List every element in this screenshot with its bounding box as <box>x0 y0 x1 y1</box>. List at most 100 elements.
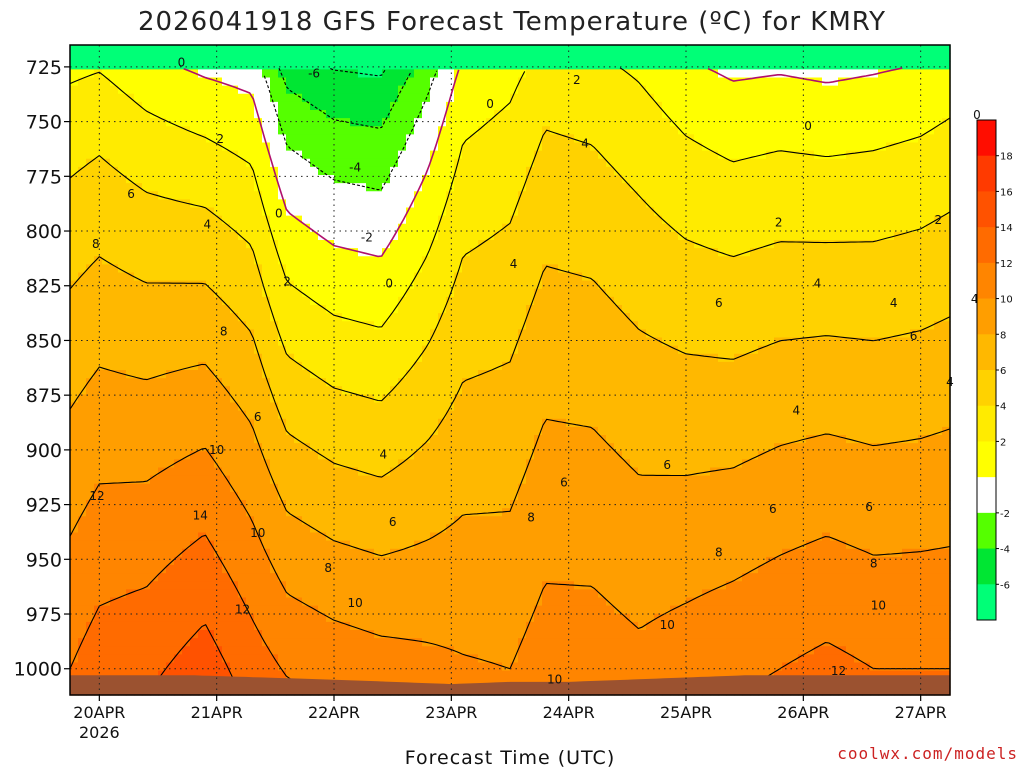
temperature-cell <box>358 53 367 62</box>
temperature-cell <box>510 540 519 550</box>
temperature-cell <box>478 475 487 485</box>
temperature-cell <box>406 597 415 607</box>
temperature-cell <box>238 126 247 135</box>
temperature-cell <box>334 630 343 639</box>
temperature-cell <box>318 654 327 664</box>
temperature-cell <box>326 248 335 257</box>
temperature-cell <box>190 516 199 525</box>
temperature-cell <box>254 621 263 631</box>
temperature-cell <box>366 597 375 607</box>
temperature-cell <box>238 613 247 623</box>
temperature-cell <box>390 475 399 485</box>
temperature-cell <box>542 532 551 542</box>
temperature-cell <box>158 215 167 225</box>
temperature-cell <box>198 183 207 192</box>
temperature-cell <box>558 118 567 127</box>
temperature-cell <box>398 337 407 347</box>
temperature-cell <box>278 654 287 664</box>
temperature-cell <box>222 426 231 436</box>
temperature-cell <box>430 548 439 558</box>
temperature-cell <box>230 223 239 233</box>
temperature-cell <box>382 565 391 574</box>
temperature-cell <box>214 45 223 54</box>
temperature-cell <box>422 264 431 274</box>
temperature-cell <box>230 353 239 363</box>
temperature-cell <box>374 110 383 119</box>
temperature-cell <box>558 670 567 680</box>
temperature-cell <box>350 589 359 599</box>
temperature-cell <box>294 69 303 79</box>
temperature-cell <box>134 581 143 590</box>
temperature-cell <box>206 305 215 314</box>
temperature-cell <box>510 532 519 542</box>
temperature-cell <box>358 118 367 127</box>
temperature-cell <box>110 548 119 558</box>
temperature-cell <box>230 386 239 395</box>
temperature-cell <box>366 524 375 534</box>
temperature-cell <box>70 175 79 184</box>
temperature-cell <box>94 483 103 493</box>
temperature-cell <box>254 426 263 436</box>
temperature-cell <box>166 386 175 395</box>
temperature-cell <box>430 77 439 87</box>
temperature-cell <box>286 199 295 209</box>
temperature-cell <box>390 605 399 615</box>
temperature-cell <box>158 483 167 493</box>
temperature-cell <box>518 394 527 404</box>
temperature-cell <box>262 166 271 176</box>
temperature-cell <box>198 459 207 469</box>
temperature-cell <box>86 426 95 436</box>
temperature-cell <box>190 337 199 347</box>
temperature-cell <box>350 630 359 639</box>
temperature-cell <box>366 77 375 87</box>
temperature-cell <box>478 85 487 95</box>
temperature-cell <box>326 183 335 192</box>
temperature-cell <box>182 524 191 534</box>
temperature-cell <box>470 491 479 501</box>
temperature-cell <box>406 264 415 274</box>
temperature-cell <box>118 321 127 330</box>
temperature-cell <box>526 215 535 225</box>
temperature-cell <box>366 101 375 111</box>
temperature-cell <box>414 183 423 192</box>
temperature-cell <box>166 256 175 265</box>
temperature-cell <box>334 199 343 209</box>
temperature-cell <box>382 361 391 371</box>
temperature-cell <box>310 670 319 680</box>
temperature-cell <box>382 240 391 249</box>
temperature-cell <box>430 483 439 493</box>
temperature-cell <box>438 85 447 95</box>
temperature-cell <box>422 110 431 119</box>
temperature-cell <box>494 435 503 444</box>
temperature-cell <box>382 467 391 477</box>
temperature-cell <box>134 126 143 135</box>
temperature-cell <box>382 45 391 54</box>
temperature-cell <box>150 418 159 428</box>
temperature-cell <box>262 654 271 664</box>
temperature-cell <box>398 240 407 249</box>
temperature-cell <box>334 565 343 574</box>
temperature-cell <box>534 451 543 460</box>
temperature-cell <box>478 516 487 525</box>
temperature-cell <box>286 280 295 290</box>
temperature-cell <box>198 313 207 322</box>
temperature-cell <box>278 394 287 404</box>
temperature-cell <box>422 45 431 54</box>
temperature-cell <box>134 264 143 274</box>
temperature-cell <box>342 77 351 87</box>
temperature-cell <box>262 589 271 599</box>
temperature-cell <box>174 508 183 517</box>
temperature-cell <box>502 256 511 265</box>
temperature-cell <box>134 223 143 233</box>
temperature-cell <box>366 565 375 574</box>
temperature-cell <box>358 240 367 249</box>
temperature-cell <box>310 305 319 314</box>
temperature-cell <box>454 662 463 672</box>
temperature-cell <box>278 272 287 282</box>
temperature-cell <box>206 288 215 298</box>
temperature-cell <box>278 402 287 412</box>
temperature-cell <box>126 345 135 355</box>
temperature-cell <box>414 53 423 62</box>
temperature-cell <box>494 491 503 501</box>
temperature-cell <box>166 353 175 363</box>
